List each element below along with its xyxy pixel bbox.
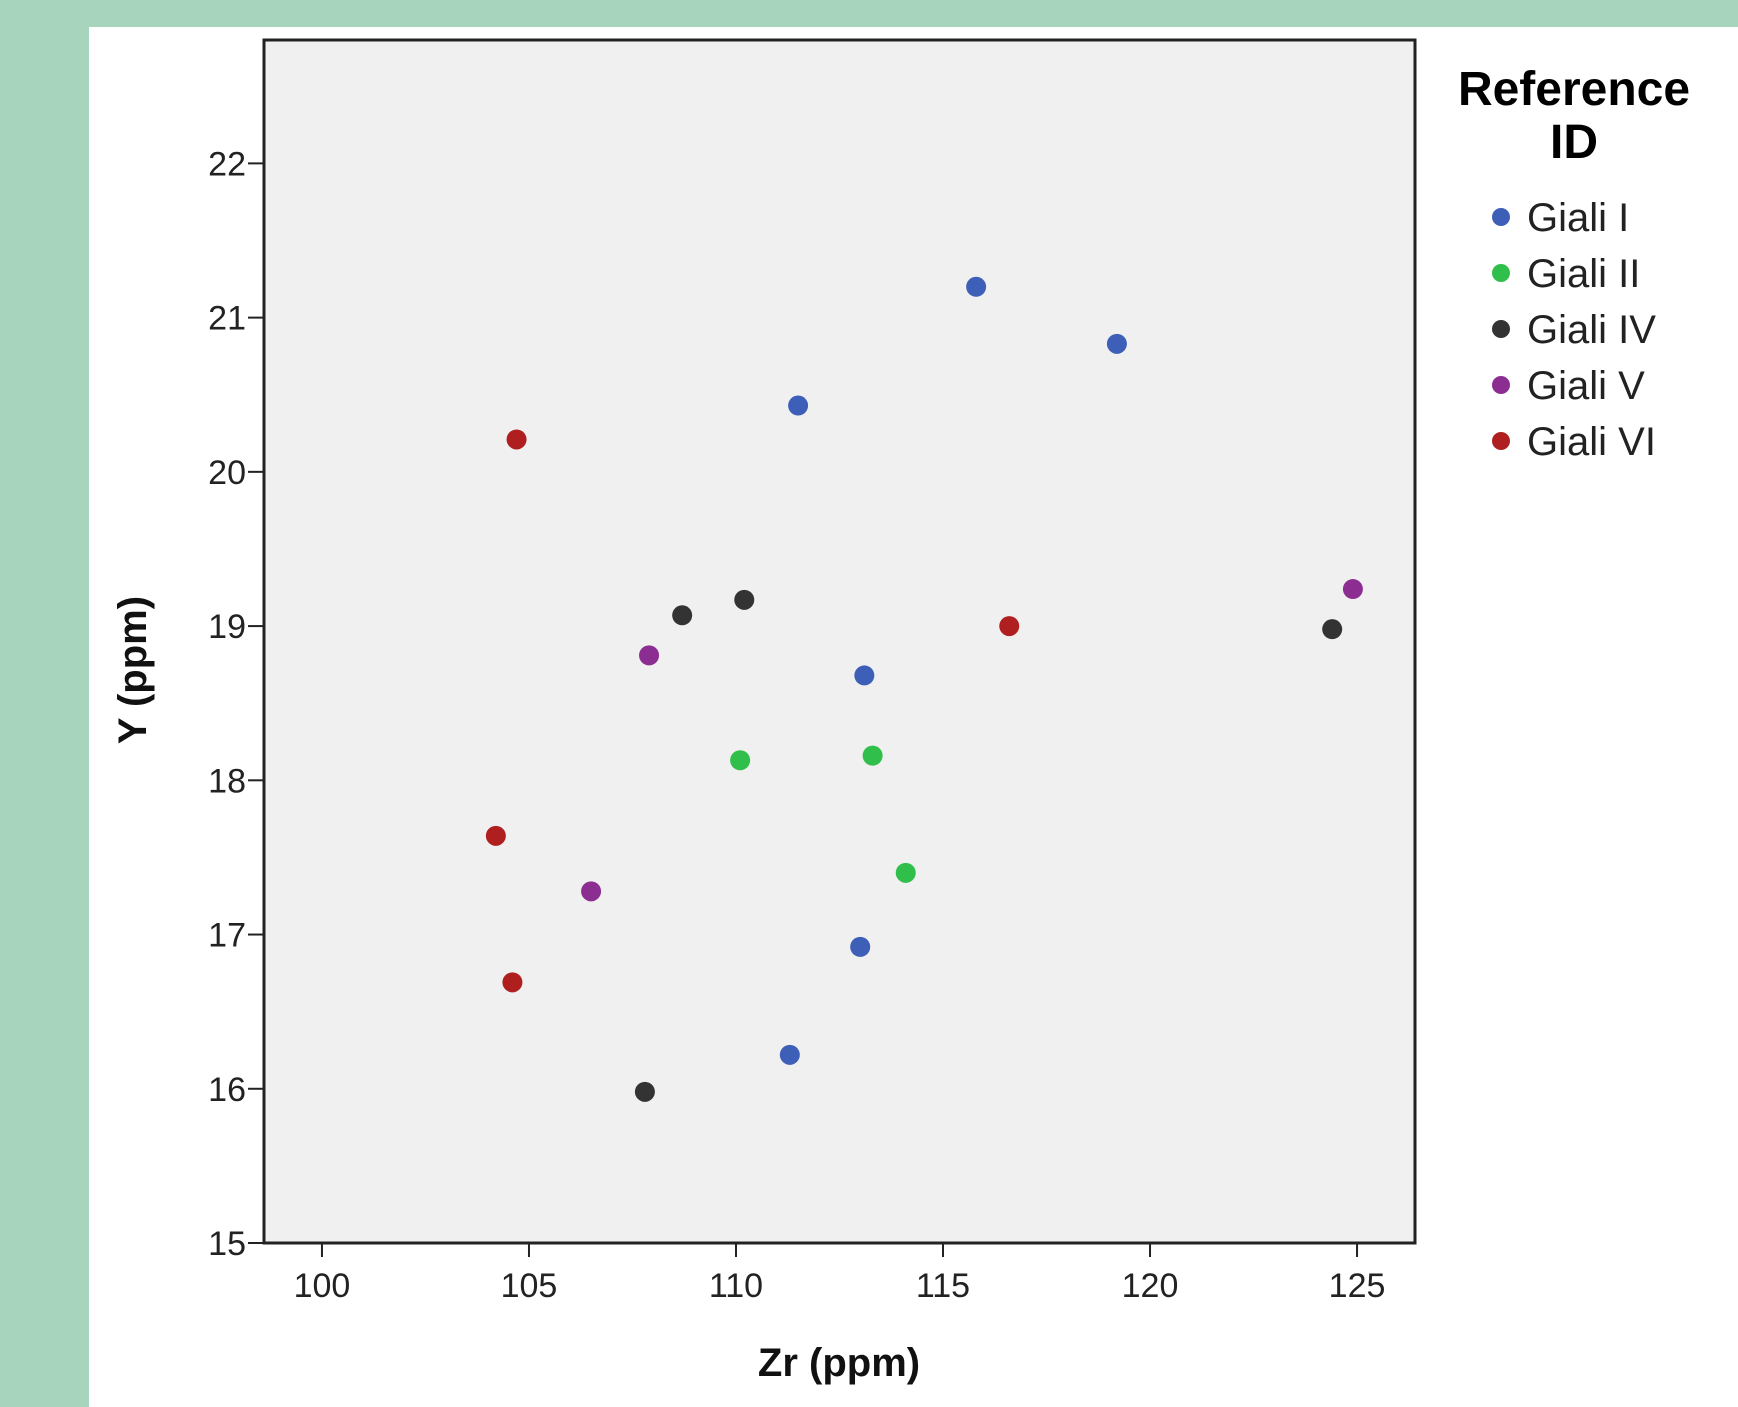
x-tick-label: 100: [294, 1267, 351, 1305]
data-point: [1342, 579, 1363, 600]
legend-marker: [1492, 208, 1510, 226]
y-axis: 15 16 17 18 19 20 21 22: [208, 145, 264, 1263]
legend-label: Giali II: [1527, 252, 1640, 296]
x-tick-label: 115: [916, 1267, 970, 1305]
legend-label: Giali I: [1527, 196, 1629, 240]
data-point: [850, 936, 871, 957]
data-point: [895, 862, 916, 883]
legend-marker: [1492, 376, 1510, 394]
data-point: [634, 1081, 655, 1102]
data-point: [1106, 333, 1127, 354]
data-point: [639, 645, 660, 666]
chart-panel: 15 16 17 18 19 20 21 22 100 105 110 115 120 125 Zr (…: [89, 27, 1738, 1407]
legend-title-line-1: Reference: [1458, 63, 1690, 116]
x-tick-label: 125: [1329, 1267, 1386, 1305]
data-point: [788, 395, 809, 416]
y-tick-label: 17: [208, 917, 246, 955]
data-point: [966, 276, 987, 297]
x-tick-label: 105: [501, 1267, 558, 1305]
y-tick-label: 21: [208, 300, 246, 338]
y-tick-label: 18: [208, 762, 246, 800]
legend-marker: [1492, 432, 1510, 450]
data-point: [854, 665, 875, 686]
x-tick-label: 110: [709, 1267, 763, 1305]
legend-label: Giali IV: [1527, 308, 1656, 352]
y-tick-label: 22: [208, 145, 246, 183]
legend-marker: [1492, 264, 1510, 282]
data-point: [502, 972, 523, 993]
y-tick-label: 19: [208, 608, 246, 646]
x-tick-label: 120: [1122, 1267, 1179, 1305]
legend-title-line-2: ID: [1550, 116, 1598, 169]
data-point: [672, 605, 693, 626]
data-points: [485, 276, 1363, 1102]
legend-items: Giali I Giali II Giali IV Giali V Giali VI: [1492, 196, 1656, 464]
y-axis-title: Y (ppm): [111, 596, 155, 744]
data-point: [730, 750, 751, 771]
x-axis: 100 105 110 115 120 125: [294, 1243, 1386, 1305]
data-point: [1322, 619, 1343, 640]
data-point: [485, 825, 506, 846]
data-point: [862, 745, 883, 766]
scatter-chart: 15 16 17 18 19 20 21 22 100 105 110 115 120 125 Zr (…: [111, 38, 1690, 1385]
y-tick-label: 16: [208, 1071, 246, 1109]
legend-label: Giali VI: [1527, 420, 1656, 464]
data-point: [506, 429, 527, 450]
y-tick-label: 15: [208, 1225, 246, 1263]
x-axis-title: Zr (ppm): [758, 1341, 920, 1385]
legend-label: Giali V: [1527, 364, 1645, 408]
data-point: [999, 616, 1020, 637]
plot-area: [262, 38, 1417, 1245]
data-point: [734, 589, 755, 610]
legend-marker: [1492, 320, 1510, 338]
data-point: [779, 1044, 800, 1065]
data-point: [581, 881, 602, 902]
y-tick-label: 20: [208, 454, 246, 492]
